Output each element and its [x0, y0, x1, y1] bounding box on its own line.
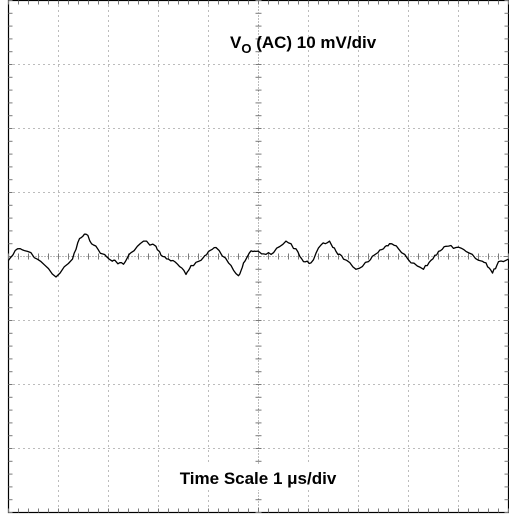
time-scale-label-background — [160, 464, 356, 490]
trace-layer — [7, 233, 509, 278]
vertical-scale-text: (AC) 10 mV/div — [251, 33, 376, 52]
time-scale-label: Time Scale 1 μs/div — [180, 469, 337, 488]
vertical-scale-label: VO (AC) 10 mV/div — [230, 33, 377, 56]
vertical-scale-symbol: V — [230, 33, 242, 52]
svg-text:VO (AC) 10 mV/div: VO (AC) 10 mV/div — [230, 33, 377, 56]
vertical-scale-subscript: O — [241, 41, 251, 56]
trace-line — [7, 233, 509, 278]
